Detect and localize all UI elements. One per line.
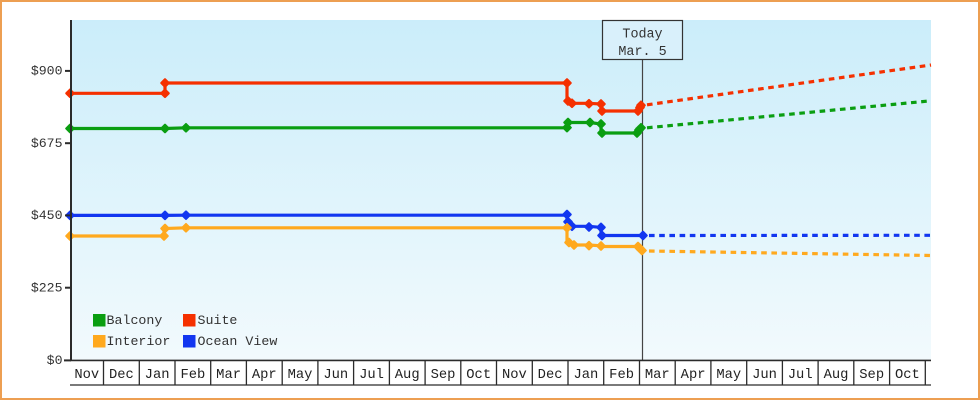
svg-text:Jun: Jun	[752, 368, 777, 383]
svg-text:$0: $0	[47, 353, 63, 368]
svg-text:Mar: Mar	[216, 368, 241, 383]
svg-text:$225: $225	[31, 280, 63, 295]
svg-text:Feb: Feb	[609, 367, 634, 383]
svg-text:Nov: Nov	[502, 368, 527, 383]
svg-text:Jul: Jul	[359, 367, 384, 383]
svg-text:Suite: Suite	[198, 313, 238, 328]
svg-text:Aug: Aug	[824, 368, 849, 383]
svg-text:Jul: Jul	[788, 367, 813, 383]
svg-text:Oct: Oct	[895, 368, 920, 383]
svg-text:May: May	[288, 368, 313, 383]
svg-text:Ocean View: Ocean View	[198, 334, 278, 349]
svg-text:Nov: Nov	[74, 368, 99, 383]
svg-text:Mar. 5: Mar. 5	[618, 45, 666, 60]
svg-text:$675: $675	[31, 136, 63, 151]
svg-text:Today: Today	[622, 27, 662, 42]
svg-text:Jan: Jan	[573, 368, 598, 383]
svg-text:Mar: Mar	[645, 368, 670, 383]
svg-text:Dec: Dec	[538, 368, 563, 383]
svg-text:Apr: Apr	[681, 368, 706, 383]
svg-text:Aug: Aug	[395, 368, 420, 383]
svg-text:Feb: Feb	[180, 367, 205, 383]
svg-text:Interior: Interior	[107, 334, 171, 349]
svg-text:Balcony: Balcony	[107, 313, 163, 328]
svg-text:Jun: Jun	[323, 368, 348, 383]
svg-text:Oct: Oct	[466, 368, 491, 383]
svg-text:Dec: Dec	[109, 368, 134, 383]
svg-text:Sep: Sep	[431, 368, 456, 383]
svg-text:Sep: Sep	[859, 368, 884, 383]
svg-text:$900: $900	[31, 64, 63, 79]
svg-text:May: May	[716, 368, 741, 383]
svg-text:Apr: Apr	[252, 368, 277, 383]
svg-text:Jan: Jan	[145, 368, 170, 383]
svg-text:$450: $450	[31, 208, 63, 223]
